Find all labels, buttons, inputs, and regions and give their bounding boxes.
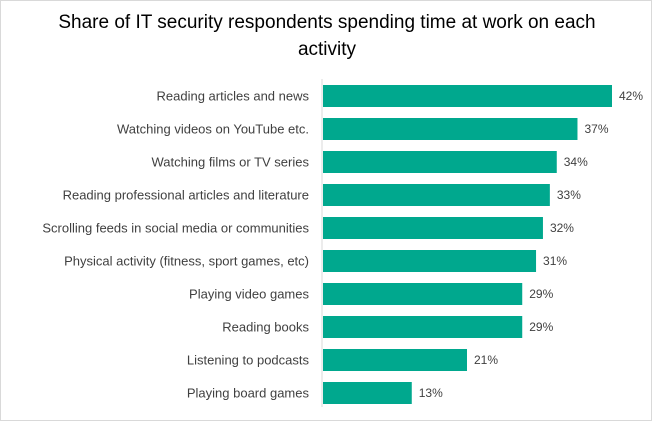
data-label: 13% [419,386,443,400]
category-label: Playing video games [189,287,309,302]
category-label: Watching films or TV series [152,155,310,170]
bar [323,85,612,107]
bar [323,283,523,305]
data-label: 31% [543,254,567,268]
bar [323,316,523,338]
data-label: 29% [529,287,553,301]
bar [323,382,412,404]
category-label: Reading books [222,320,309,335]
data-label: 32% [550,221,574,235]
category-label: Playing board games [187,386,310,401]
bar [323,250,537,272]
category-label: Listening to podcasts [187,353,310,368]
data-label: 29% [529,320,553,334]
category-label: Watching videos on YouTube etc. [117,122,309,137]
data-label: 33% [557,188,581,202]
bar [323,184,550,206]
data-label: 34% [564,155,588,169]
bar [323,217,543,239]
bar [323,118,578,140]
category-label: Reading professional articles and litera… [63,188,309,203]
category-label: Physical activity (fitness, sport games,… [64,254,309,269]
category-label: Scrolling feeds in social media or commu… [42,221,309,236]
data-label: 42% [619,89,643,103]
bar [323,349,467,371]
bar [323,151,557,173]
chart-title: Share of IT security respondents spendin… [58,12,596,60]
category-label: Reading articles and news [157,89,310,104]
data-label: 37% [584,122,608,136]
data-label: 21% [474,353,498,367]
